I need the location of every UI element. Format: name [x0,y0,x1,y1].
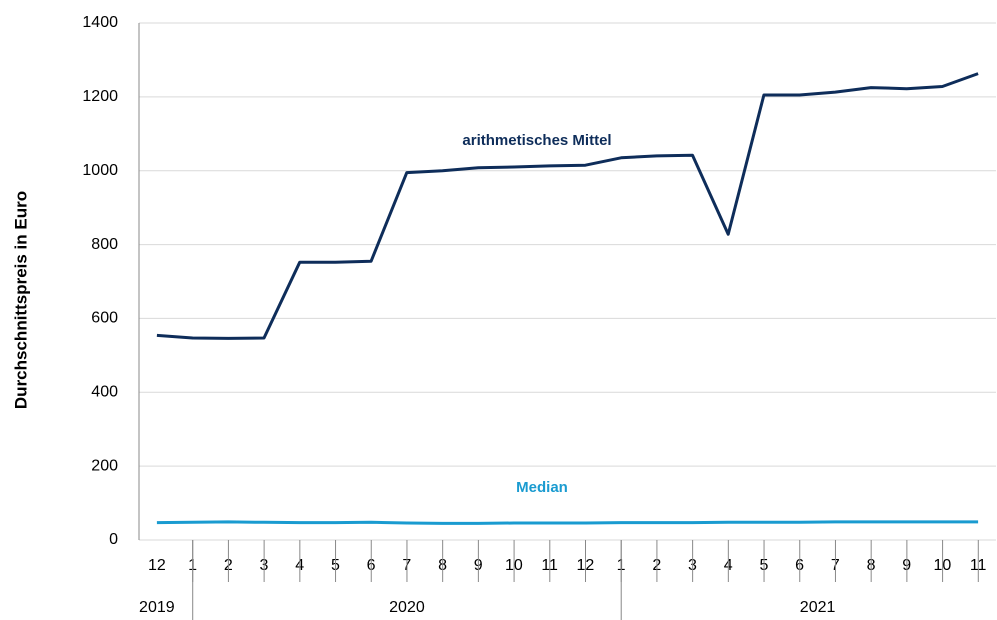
y-tick-label: 1200 [82,88,118,105]
series-label: arithmetisches Mittel [462,132,611,149]
year-label: 2021 [800,599,836,616]
series-line [156,72,979,340]
y-tick-label: 1000 [82,162,118,179]
y-tick-label: 600 [91,310,118,327]
y-tick-label: 400 [91,384,118,401]
y-tick-label: 0 [109,531,118,548]
x-tick-label: 12 [148,557,166,574]
year-label: 2019 [139,599,175,616]
y-tick-label: 200 [91,457,118,474]
y-axis-label: Durchschnittspreis in Euro [11,191,30,409]
y-tick-label: 1400 [82,14,118,31]
y-tick-label: 800 [91,236,118,253]
series-line [156,520,979,525]
year-label: 2020 [389,599,425,616]
series-label: Median [516,479,568,496]
